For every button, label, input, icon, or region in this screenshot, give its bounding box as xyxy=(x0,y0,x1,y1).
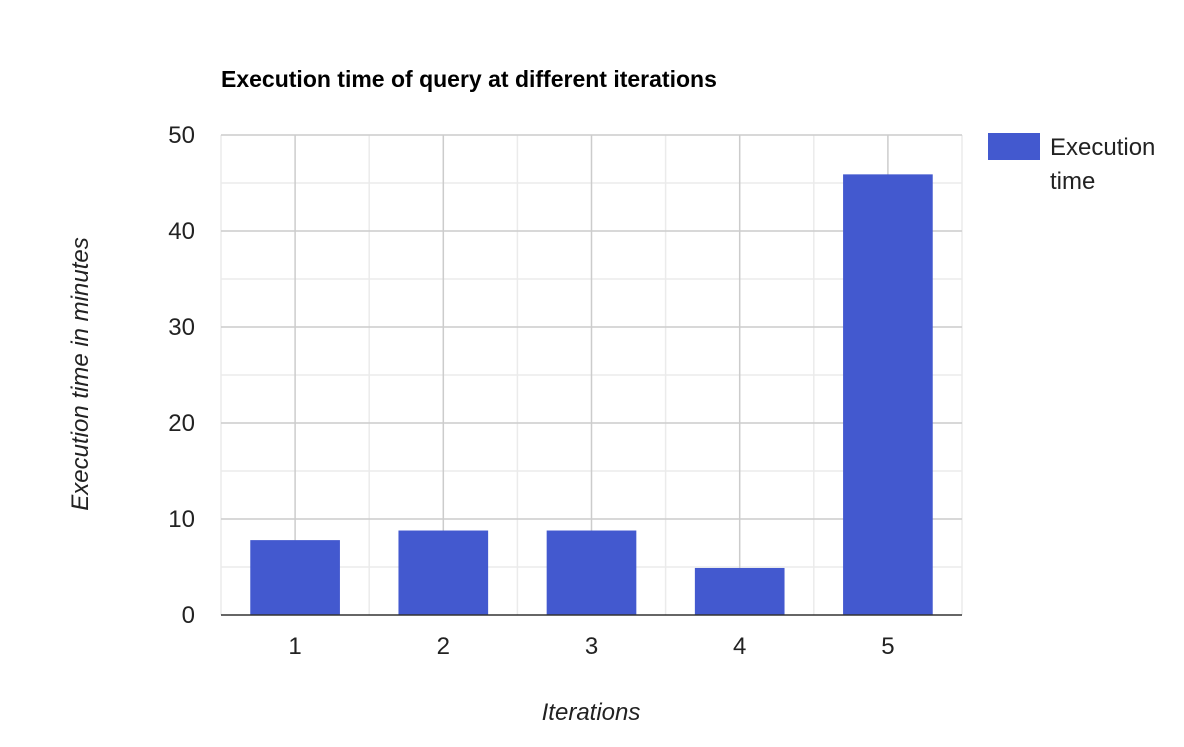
chart-title: Execution time of query at different ite… xyxy=(221,66,717,92)
bar-series xyxy=(250,174,933,616)
x-axis-tick-labels: 1 2 3 4 5 xyxy=(288,633,894,660)
y-tick-label: 50 xyxy=(168,122,195,149)
legend[interactable]: Execution time xyxy=(988,133,1155,195)
y-tick-label: 30 xyxy=(168,314,195,341)
x-tick-label: 5 xyxy=(881,633,894,660)
x-tick-label: 4 xyxy=(733,633,746,660)
bar-iteration-4[interactable] xyxy=(694,567,785,615)
y-tick-label: 10 xyxy=(168,506,195,533)
y-tick-label: 40 xyxy=(168,218,195,245)
y-tick-label: 20 xyxy=(168,410,195,437)
legend-label-line-1: Execution xyxy=(1050,134,1155,161)
legend-swatch xyxy=(988,133,1040,160)
legend-label-line-2: time xyxy=(1050,168,1095,195)
x-tick-label: 1 xyxy=(288,633,301,660)
x-tick-label: 3 xyxy=(585,633,598,660)
x-axis-title: Iterations xyxy=(542,699,641,726)
y-axis-tick-labels: 0 10 20 30 40 50 xyxy=(168,122,195,629)
bar-iteration-2[interactable] xyxy=(398,530,489,615)
bar-iteration-5[interactable] xyxy=(843,174,933,616)
y-tick-label: 0 xyxy=(182,602,195,629)
bar-iteration-3[interactable] xyxy=(546,530,637,615)
bar-iteration-1[interactable] xyxy=(250,540,340,615)
y-axis-title: Execution time in minutes xyxy=(67,237,94,510)
x-tick-label: 2 xyxy=(437,633,450,660)
